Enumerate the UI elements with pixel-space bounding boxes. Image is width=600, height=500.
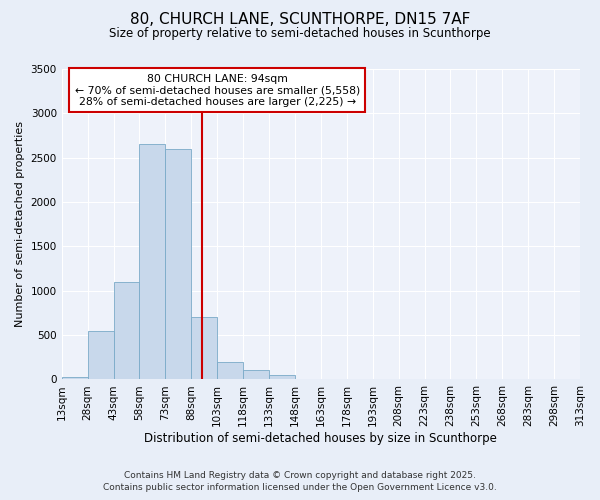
Bar — [88, 330, 113, 380]
Bar — [217, 362, 243, 380]
Bar — [166, 149, 191, 380]
Text: 80 CHURCH LANE: 94sqm
← 70% of semi-detached houses are smaller (5,558)
28% of s: 80 CHURCH LANE: 94sqm ← 70% of semi-deta… — [74, 74, 360, 107]
Text: Size of property relative to semi-detached houses in Scunthorpe: Size of property relative to semi-detach… — [109, 28, 491, 40]
Text: Contains HM Land Registry data © Crown copyright and database right 2025.
Contai: Contains HM Land Registry data © Crown c… — [103, 471, 497, 492]
Bar — [113, 282, 139, 380]
Y-axis label: Number of semi-detached properties: Number of semi-detached properties — [15, 121, 25, 327]
Bar — [243, 370, 269, 380]
Bar — [62, 377, 88, 380]
Bar — [191, 318, 217, 380]
Bar — [269, 375, 295, 380]
Text: 80, CHURCH LANE, SCUNTHORPE, DN15 7AF: 80, CHURCH LANE, SCUNTHORPE, DN15 7AF — [130, 12, 470, 28]
X-axis label: Distribution of semi-detached houses by size in Scunthorpe: Distribution of semi-detached houses by … — [145, 432, 497, 445]
Bar — [139, 144, 166, 380]
